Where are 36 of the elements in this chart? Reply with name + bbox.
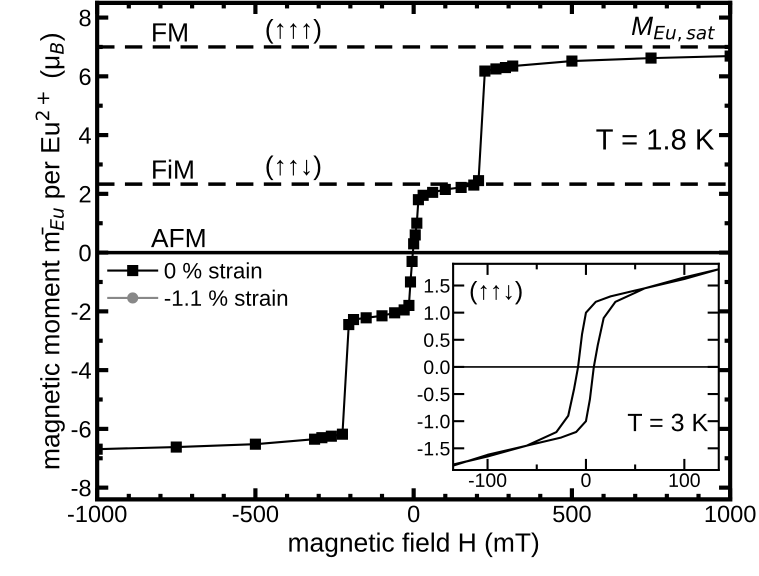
x-tick-label: -1000 <box>68 506 126 522</box>
ref-line-label: AFM <box>151 228 204 248</box>
annotation: M$_{Eu,sat}$ <box>632 16 715 42</box>
y-axis-title: magnetic moment m̄$_{Eu}$ per Eu$^{2+}$ (μ$_{B}$) <box>35 34 65 468</box>
y-tick-label: -1.0 <box>418 414 450 428</box>
y-tick-label: 0 <box>79 244 91 262</box>
annotation: T = 1.8 K <box>596 129 714 150</box>
y-tick-label: -8 <box>72 480 91 496</box>
y-tick-label: -6 <box>72 420 91 438</box>
x-tick-label: 1000 <box>706 506 756 522</box>
legend-label: 0 % strain <box>164 262 262 279</box>
y-tick-label: -0.5 <box>418 388 450 402</box>
ref-line-label: FiM <box>153 160 193 179</box>
y-tick-label: 1.0 <box>424 306 450 320</box>
y-tick-label: -2 <box>72 303 90 320</box>
x-tick-label: 0 <box>581 473 591 488</box>
annotation: (↑↑↓) <box>266 156 320 180</box>
y-tick-label: 6 <box>80 68 91 86</box>
x-tick-label: 500 <box>553 506 591 522</box>
y-tick-label: 8 <box>79 10 91 26</box>
annotation: T = 3 K <box>628 414 708 432</box>
x-tick-label: 100 <box>670 473 700 488</box>
y-tick-label: 0.0 <box>424 360 450 374</box>
y-tick-label: 4 <box>79 127 91 144</box>
y-tick-label: -4 <box>72 362 91 379</box>
y-tick-label: -1.5 <box>418 442 450 456</box>
annotation: (↑↑↓) <box>470 281 522 304</box>
ref-line-label: FM <box>153 23 187 42</box>
legend-label: -1.1 % strain <box>164 290 288 306</box>
y-tick-label: 1.5 <box>424 279 450 293</box>
x-tick-label: -100 <box>468 473 506 488</box>
x-tick-label: -500 <box>232 506 278 522</box>
y-tick-label: 2 <box>80 186 90 202</box>
annotation: (↑↑↑) <box>266 18 320 44</box>
y-tick-label: 0.5 <box>424 333 450 348</box>
x-axis-title: magnetic field H (mT) <box>289 532 538 558</box>
